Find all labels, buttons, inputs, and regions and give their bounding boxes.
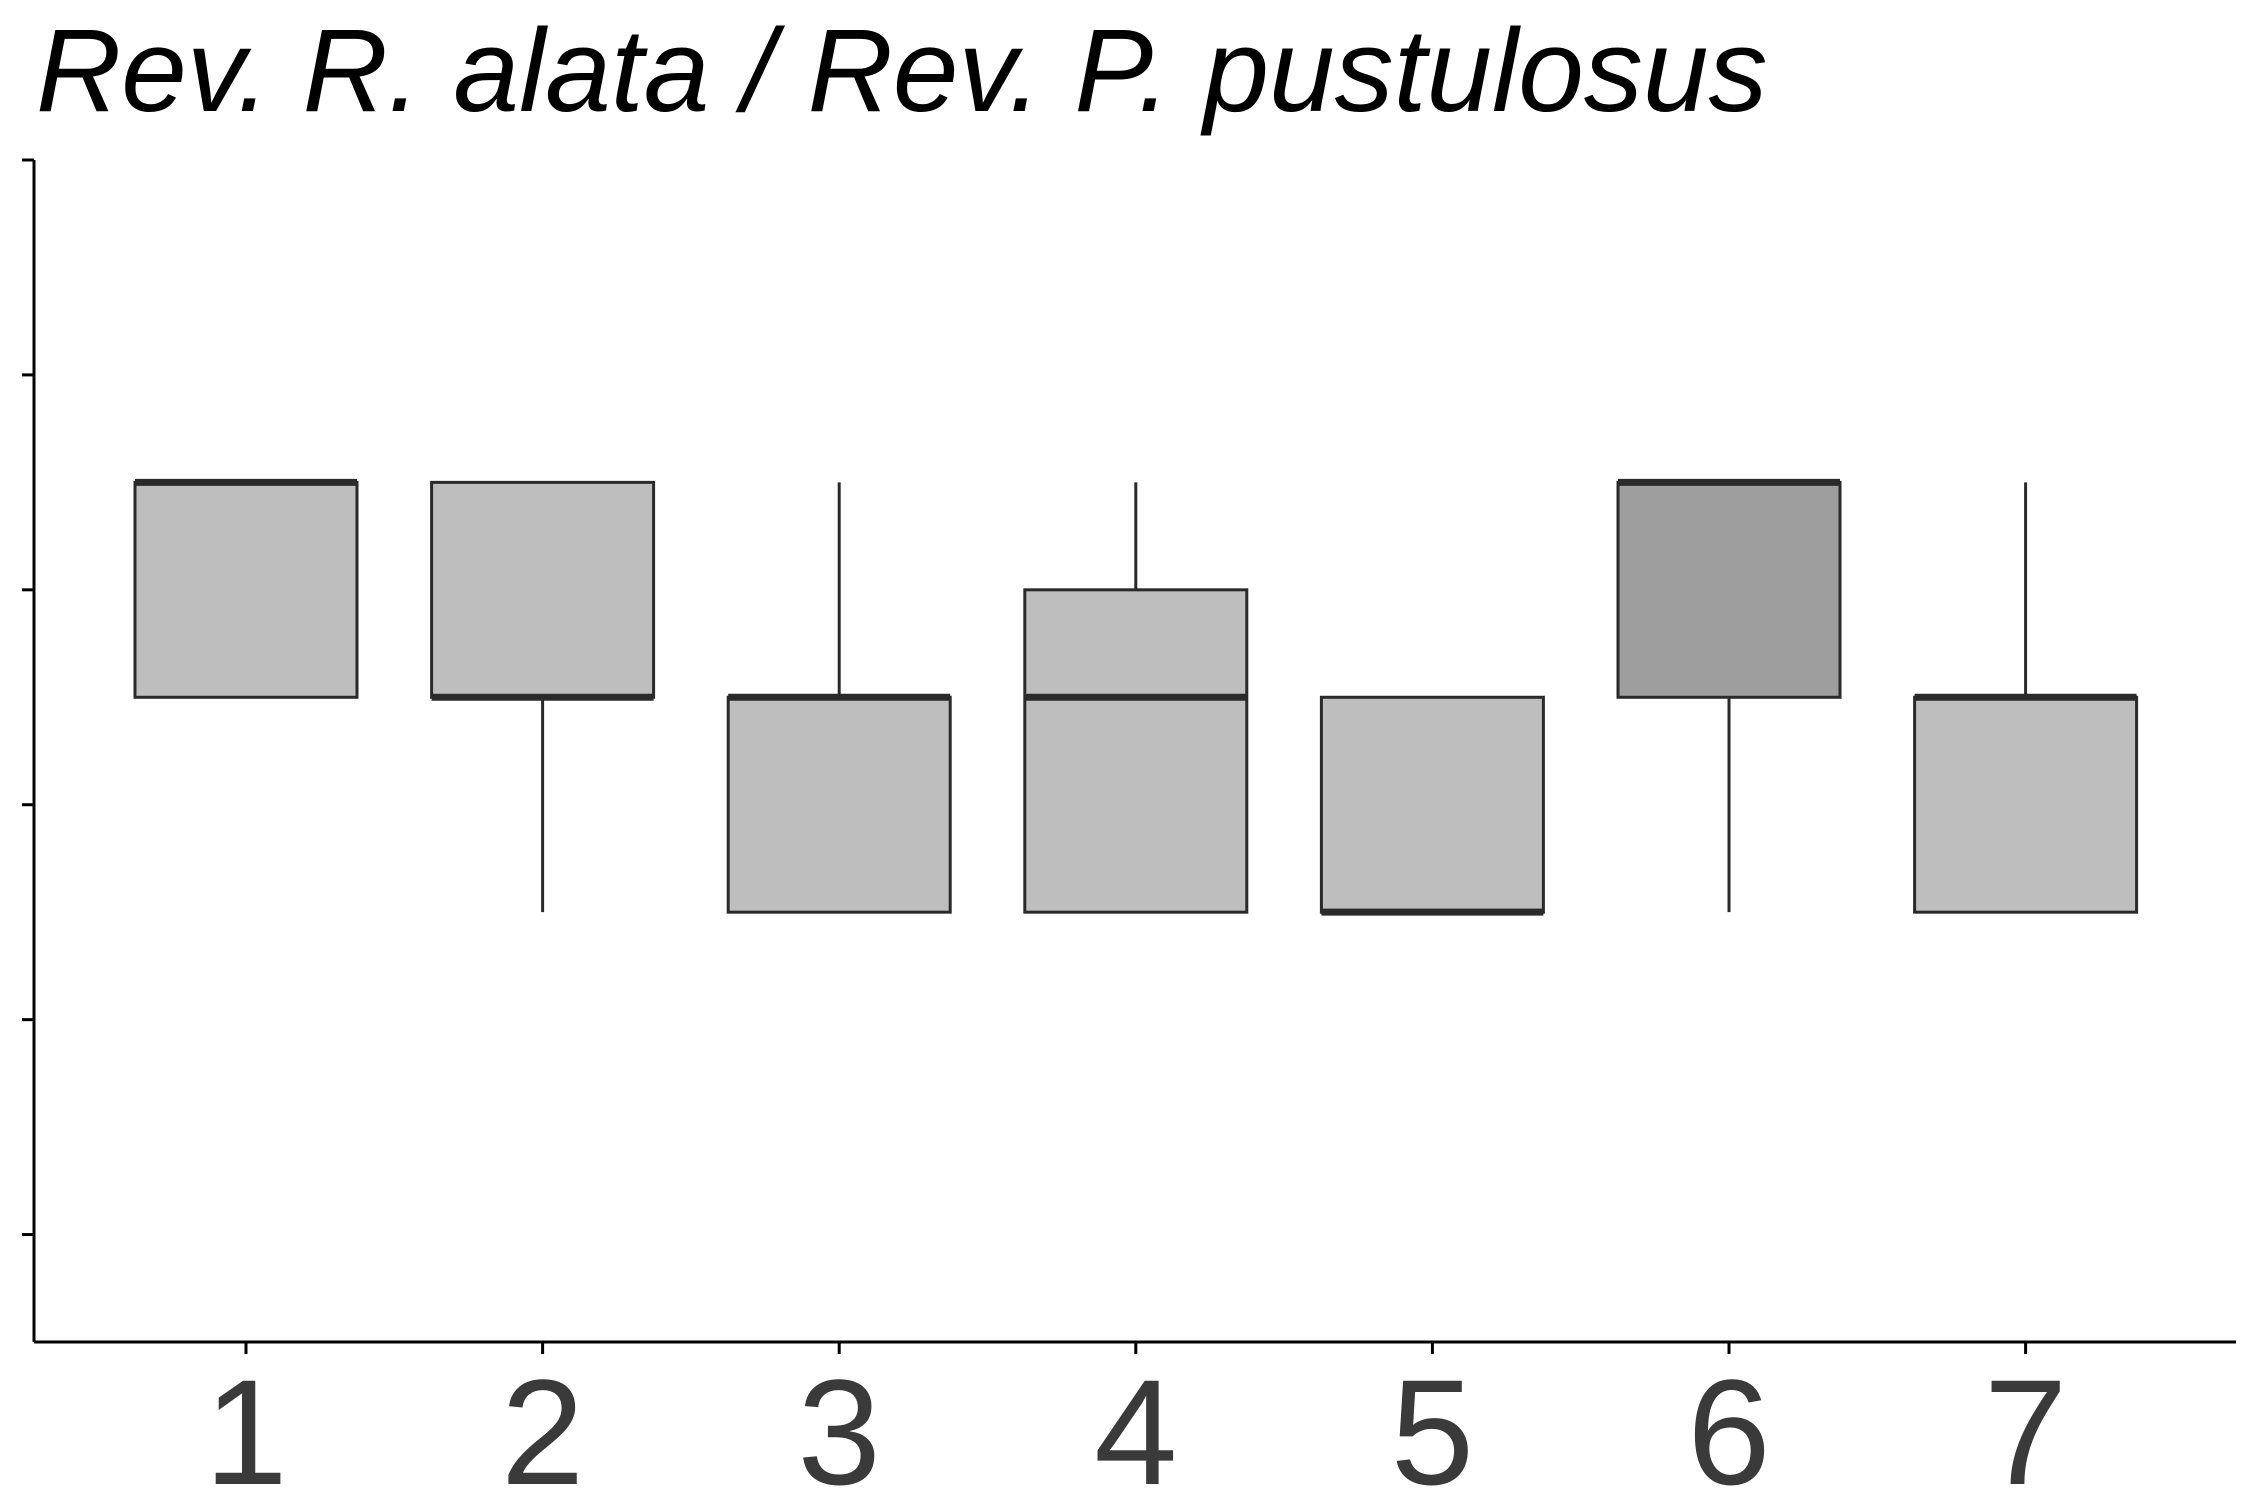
x-tick-label-3: 3 [797, 1348, 880, 1500]
box-group [133, 478, 2139, 916]
x-tick-label-6: 6 [1687, 1348, 1770, 1500]
box-category-7 [1913, 482, 2139, 914]
box-7 [1913, 695, 2139, 914]
x-tick-label-7: 7 [1984, 1348, 2067, 1500]
box-1 [133, 480, 359, 699]
box-category-6 [1616, 478, 1842, 913]
box-4 [1023, 588, 1249, 914]
box-2 [430, 480, 656, 699]
x-tick-label-2: 2 [501, 1348, 584, 1500]
chart-title: Rev. R. alata / Rev. P. pustulosus [36, 5, 1768, 137]
y-axis-ticks [22, 158, 34, 1237]
box-category-2 [430, 480, 656, 913]
box-5 [1319, 695, 1545, 914]
box-3 [726, 695, 952, 914]
box-6 [1616, 480, 1842, 699]
box-category-3 [726, 482, 952, 914]
box-category-1 [133, 478, 359, 699]
x-tick-labels: 1 2 3 4 5 6 7 [204, 1348, 2067, 1500]
x-tick-label-4: 4 [1094, 1348, 1177, 1500]
box-category-4 [1023, 482, 1249, 914]
x-tick-label-1: 1 [204, 1348, 287, 1500]
x-axis-ticks [244, 1342, 2028, 1354]
box-category-5 [1319, 695, 1545, 916]
x-tick-label-5: 5 [1391, 1348, 1474, 1500]
